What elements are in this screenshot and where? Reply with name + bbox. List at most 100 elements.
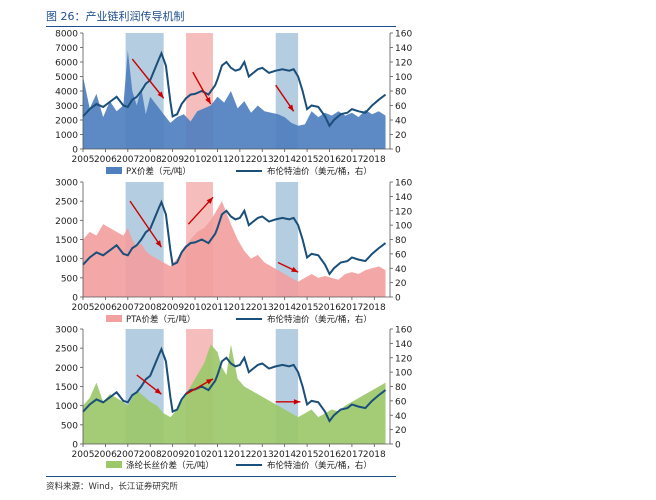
title-rule (46, 26, 396, 27)
right-tick-label: 140 (395, 44, 412, 54)
legend-swatch-spread (106, 315, 122, 322)
right-tick-label: 120 (395, 59, 412, 69)
x-tick-label: 2010 (184, 450, 207, 460)
x-tick-label: 2016 (318, 303, 341, 313)
x-tick-label: 2015 (296, 450, 319, 460)
x-tick-label: 2006 (94, 303, 117, 313)
x-tick-label: 2017 (340, 303, 363, 313)
spread-area-series (83, 50, 386, 149)
x-tick-label: 2014 (273, 303, 296, 313)
x-tick-label: 2009 (161, 303, 184, 313)
source-note: 资料来源：Wind，长江证券研究所 (46, 482, 178, 492)
right-tick-label: 160 (395, 326, 412, 336)
trend-arrowhead-2 (206, 197, 213, 204)
left-tick-label: 2000 (55, 117, 78, 127)
trend-arrow-1 (129, 200, 163, 248)
x-tick-label: 2007 (116, 155, 139, 165)
left-tick-label: 0 (72, 441, 78, 451)
x-tick-label: 2008 (139, 155, 162, 165)
left-tick-label: 2000 (55, 217, 78, 227)
right-tick-label: 80 (395, 236, 407, 246)
left-tick-label: 6000 (55, 59, 78, 69)
x-tick-label: 2010 (184, 303, 207, 313)
right-tick-label: 140 (395, 193, 412, 203)
right-tick-label: 100 (395, 73, 412, 83)
spread-area-series (83, 344, 386, 444)
trend-arrowhead-3 (287, 104, 294, 112)
left-tick-label: 0 (72, 294, 78, 304)
x-tick-label: 2014 (273, 155, 296, 165)
right-tick-label: 160 (395, 179, 412, 189)
left-tick-label: 2500 (55, 198, 78, 208)
left-tick-label: 1000 (55, 255, 78, 265)
left-tick-label: 1000 (55, 131, 78, 141)
x-tick-label: 2015 (296, 155, 319, 165)
left-tick-label: 1500 (55, 383, 78, 393)
x-tick-label: 2014 (273, 450, 296, 460)
x-tick-label: 2011 (206, 303, 229, 313)
right-tick-label: 80 (395, 88, 407, 98)
left-tick-label: 500 (61, 421, 78, 431)
trend-arrowhead-2 (205, 97, 211, 105)
left-tick-label: 5000 (55, 73, 78, 83)
left-tick-label: 7000 (55, 44, 78, 54)
right-tick-label: 100 (395, 369, 412, 379)
right-tick-label: 160 (395, 30, 412, 40)
brent-price-line (82, 199, 387, 276)
trend-arrowhead-3 (293, 399, 301, 405)
left-tick-label: 2500 (55, 345, 78, 355)
spread-area-series (83, 201, 386, 297)
left-tick-label: 2000 (55, 364, 78, 374)
x-tick-label: 2012 (228, 155, 251, 165)
x-tick-label: 2011 (206, 450, 229, 460)
x-tick-label: 2013 (251, 155, 274, 165)
right-tick-label: 0 (395, 294, 401, 304)
x-tick-label: 2018 (363, 303, 386, 313)
left-tick-label: 3000 (55, 102, 78, 112)
legend-label-brent: 布伦特油价（美元/桶，右） (267, 460, 372, 471)
right-tick-label: 0 (395, 146, 401, 156)
x-tick-label: 2018 (363, 155, 386, 165)
right-tick-label: 120 (395, 207, 412, 217)
x-tick-label: 2009 (161, 450, 184, 460)
trend-arrowhead-2 (206, 378, 213, 385)
x-tick-label: 2013 (251, 303, 274, 313)
chart-panel-1: 0 1000 2000 3000 4000 5000 6000 7000 8000 0 20 40 60… (55, 30, 412, 178)
x-tick-label: 2012 (228, 450, 251, 460)
trend-arrowhead-1 (155, 240, 162, 248)
chart-panel-2: 0 500 1000 1500 2000 2500 3000 0 20 40 60 80 100 120 1… (55, 179, 412, 326)
left-tick-label: 3000 (55, 179, 78, 189)
x-tick-label: 2008 (139, 450, 162, 460)
x-tick-label: 2007 (116, 303, 139, 313)
brent-price-line (82, 346, 387, 423)
x-tick-label: 2005 (72, 155, 95, 165)
legend-label-brent: 布伦特油价（美元/桶，右） (267, 314, 372, 325)
right-tick-label: 20 (395, 279, 407, 289)
x-tick-label: 2013 (251, 450, 274, 460)
right-tick-label: 0 (395, 441, 401, 451)
legend-label-brent: 布伦特油价（美元/桶，右） (267, 166, 372, 177)
left-tick-label: 1000 (55, 402, 78, 412)
figure-title: 图 26：产业链利润传导机制 (46, 10, 185, 23)
trend-arrowhead-1 (157, 91, 164, 99)
left-tick-label: 3000 (55, 326, 78, 336)
x-tick-label: 2006 (94, 450, 117, 460)
legend-label-spread: 涤纶长丝价差（元/吨） (126, 460, 214, 471)
right-tick-label: 20 (395, 131, 407, 141)
footer-rule (46, 476, 396, 477)
x-tick-label: 2011 (206, 155, 229, 165)
right-tick-label: 20 (395, 426, 407, 436)
right-tick-label: 100 (395, 222, 412, 232)
left-tick-label: 4000 (55, 88, 78, 98)
x-tick-label: 2017 (340, 155, 363, 165)
x-tick-label: 2005 (72, 450, 95, 460)
x-tick-label: 2006 (94, 155, 117, 165)
x-tick-label: 2018 (363, 450, 386, 460)
shaded-period-3 (275, 182, 299, 297)
right-tick-label: 60 (395, 397, 407, 407)
x-tick-label: 2005 (72, 303, 95, 313)
x-tick-label: 2007 (116, 450, 139, 460)
left-tick-label: 1500 (55, 236, 78, 246)
x-tick-label: 2015 (296, 303, 319, 313)
